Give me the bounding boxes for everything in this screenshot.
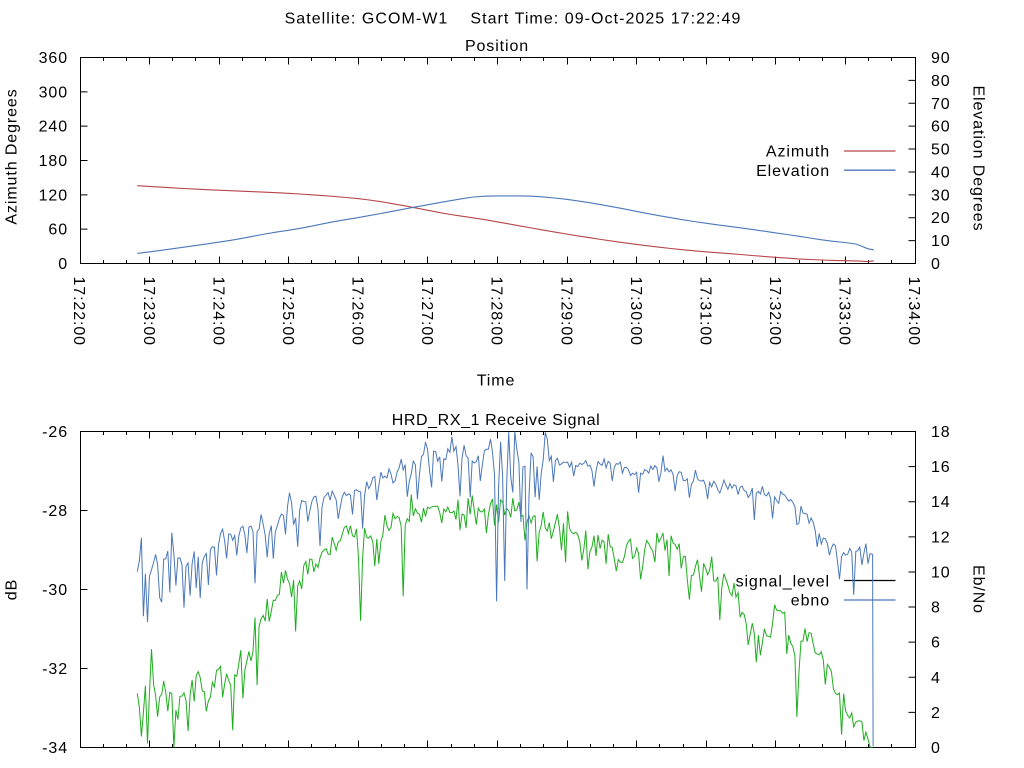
svg-text:-32: -32 <box>42 661 68 678</box>
svg-text:Position: Position <box>465 38 529 55</box>
svg-text:50: 50 <box>931 142 951 159</box>
svg-text:ebno: ebno <box>791 593 830 610</box>
svg-text:Satellite: GCOM-W1 Start Ti: Satellite: GCOM-W1 Start Time: 09-Oct-20… <box>285 11 742 28</box>
svg-text:Elevation: Elevation <box>756 163 830 180</box>
svg-text:180: 180 <box>39 153 68 170</box>
svg-text:Elevation Degrees: Elevation Degrees <box>970 85 987 231</box>
svg-text:Eb/No: Eb/No <box>970 565 987 614</box>
svg-text:300: 300 <box>39 84 68 101</box>
svg-text:17:30:00: 17:30:00 <box>627 277 644 346</box>
svg-text:17:26:00: 17:26:00 <box>349 277 366 346</box>
svg-text:360: 360 <box>39 50 68 67</box>
svg-text:17:31:00: 17:31:00 <box>696 277 713 346</box>
svg-text:8: 8 <box>931 600 941 617</box>
svg-text:17:29:00: 17:29:00 <box>557 277 574 346</box>
svg-text:-26: -26 <box>42 424 68 441</box>
svg-text:10: 10 <box>931 564 951 581</box>
svg-text:-30: -30 <box>42 582 68 599</box>
svg-text:17:32:00: 17:32:00 <box>766 277 783 346</box>
svg-text:80: 80 <box>931 73 951 90</box>
svg-text:HRD_RX_1 Receive Signal: HRD_RX_1 Receive Signal <box>392 412 601 429</box>
svg-text:4: 4 <box>931 670 941 687</box>
svg-text:20: 20 <box>931 210 951 227</box>
svg-text:0: 0 <box>58 256 68 273</box>
svg-text:0: 0 <box>931 256 941 273</box>
svg-text:30: 30 <box>931 187 951 204</box>
svg-text:14: 14 <box>931 494 951 511</box>
svg-text:12: 12 <box>931 529 951 546</box>
svg-text:60: 60 <box>48 222 68 239</box>
svg-text:90: 90 <box>931 50 951 67</box>
svg-text:0: 0 <box>931 740 941 757</box>
svg-text:6: 6 <box>931 635 941 652</box>
svg-text:120: 120 <box>39 187 68 204</box>
svg-text:dB: dB <box>4 579 21 600</box>
svg-text:2: 2 <box>931 705 941 722</box>
svg-text:70: 70 <box>931 96 951 113</box>
svg-text:17:27:00: 17:27:00 <box>418 277 435 346</box>
svg-text:17:24:00: 17:24:00 <box>209 277 226 346</box>
svg-text:240: 240 <box>39 119 68 136</box>
svg-text:60: 60 <box>931 119 951 136</box>
svg-text:-28: -28 <box>42 503 68 520</box>
svg-text:Azimuth Degrees: Azimuth Degrees <box>4 88 21 224</box>
svg-text:18: 18 <box>931 424 951 441</box>
svg-text:17:28:00: 17:28:00 <box>488 277 505 346</box>
svg-text:10: 10 <box>931 233 951 250</box>
svg-text:40: 40 <box>931 164 951 181</box>
svg-text:17:22:00: 17:22:00 <box>70 277 87 346</box>
svg-text:17:23:00: 17:23:00 <box>140 277 157 346</box>
svg-text:16: 16 <box>931 459 951 476</box>
svg-text:Time: Time <box>477 372 516 389</box>
svg-text:17:34:00: 17:34:00 <box>905 277 922 346</box>
svg-text:Azimuth: Azimuth <box>766 144 830 161</box>
svg-text:17:25:00: 17:25:00 <box>279 277 296 346</box>
svg-text:signal_level: signal_level <box>736 573 830 590</box>
svg-text:-34: -34 <box>42 740 68 757</box>
svg-text:17:33:00: 17:33:00 <box>836 277 853 346</box>
